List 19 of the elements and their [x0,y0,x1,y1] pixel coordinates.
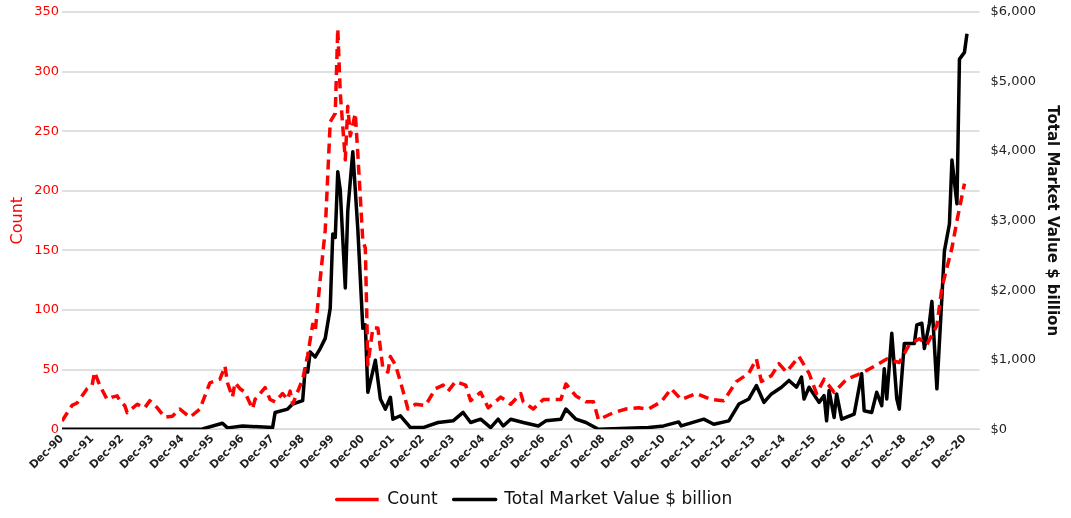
y2-tick-label: $5,000 [990,72,1037,88]
y-tick-label: 150 [34,241,60,257]
y2-tick-label: $1,000 [990,351,1037,367]
legend-label: Total Market Value $ billion [503,487,733,508]
y-tick-label: 350 [34,3,60,19]
y2-tick-label: $3,000 [990,212,1037,228]
y2-axis-title: Total Market Value $ billion [1044,105,1063,337]
y-tick-label: 50 [42,361,60,377]
y-axis-title: Count [6,196,26,245]
y-tick-label: 250 [34,122,60,138]
y-tick-label: 300 [34,62,60,78]
y2-tick-label: $0 [990,420,1008,436]
legend-label: Count [387,487,439,508]
y2-tick-label: $4,000 [990,142,1037,158]
y-tick-label: 200 [34,182,60,198]
y-tick-label: 0 [50,420,60,436]
y2-tick-label: $2,000 [990,281,1037,297]
y2-tick-label: $6,000 [990,3,1037,19]
y-tick-label: 100 [34,301,60,317]
